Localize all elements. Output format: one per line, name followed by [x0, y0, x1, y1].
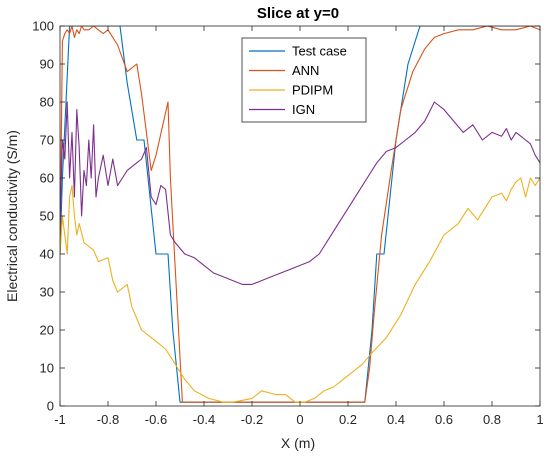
- y-tick-label: 10: [40, 361, 54, 376]
- x-axis-label: X (m): [281, 435, 315, 451]
- chart-title: Slice at y=0: [257, 5, 339, 22]
- y-axis-label: Electrical conductivity (S/m): [4, 130, 20, 302]
- plot-area: [59, 25, 541, 407]
- series-group: [60, 26, 540, 403]
- x-tick-label: -0.2: [241, 412, 263, 427]
- legend-label: IGN: [292, 102, 315, 117]
- x-tick-label: -0.4: [193, 412, 215, 427]
- x-tick-label: -1: [54, 412, 66, 427]
- legend-box: [241, 37, 367, 123]
- x-tick-label: 0: [296, 412, 303, 427]
- y-tick-label: 70: [40, 133, 54, 148]
- series-line-pdipm: [60, 177, 540, 403]
- x-tick-label: 1: [536, 412, 543, 427]
- legend: Test case ANN PDIPM IGN: [241, 37, 367, 123]
- y-tick-label: 100: [32, 19, 54, 34]
- series-line-ign: [60, 101, 540, 285]
- y-tick-label: 80: [40, 95, 54, 110]
- x-tick-label: 0.8: [483, 412, 501, 427]
- series-line-ann: [60, 26, 540, 403]
- x-tick-label: 0.4: [387, 412, 405, 427]
- legend-label: PDIPM: [292, 83, 333, 98]
- y-tick-label: 60: [40, 171, 54, 186]
- y-tick-label: 0: [47, 399, 54, 414]
- x-tick-label: 0.2: [339, 412, 357, 427]
- x-tick-label: -0.8: [97, 412, 119, 427]
- x-axis-ticks: -1 -0.8 -0.6 -0.4 -0.2 0 0.2 0.4 0.6 0.8 1: [54, 26, 544, 427]
- y-tick-label: 30: [40, 285, 54, 300]
- y-axis-ticks: 0 10 20 30 40 50 60 70 80 90 100: [32, 19, 540, 414]
- x-tick-label: -0.6: [145, 412, 167, 427]
- x-tick-label: 0.6: [435, 412, 453, 427]
- legend-label: Test case: [292, 44, 347, 59]
- y-tick-label: 90: [40, 57, 54, 72]
- legend-label: ANN: [292, 63, 319, 78]
- y-tick-label: 50: [40, 209, 54, 224]
- y-tick-label: 20: [40, 323, 54, 338]
- y-tick-label: 40: [40, 247, 54, 262]
